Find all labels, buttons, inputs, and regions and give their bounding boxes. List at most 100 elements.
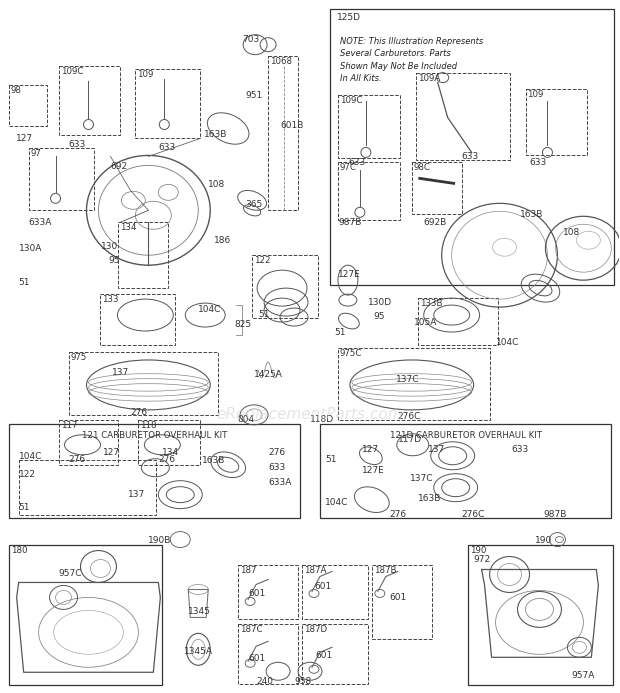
Text: 127: 127 [362,445,379,454]
Bar [9,424,300,518]
Text: 122: 122 [254,256,270,265]
Text: 601: 601 [315,651,332,660]
Text: 109: 109 [138,69,154,78]
Text: 127: 127 [102,448,120,457]
Text: 104C: 104C [198,305,221,314]
Text: 104C: 104C [495,338,519,347]
Text: 51: 51 [19,502,30,511]
Bar [58,420,118,465]
Text: 633: 633 [529,159,547,168]
Text: 187: 187 [240,565,257,574]
Text: 134: 134 [120,223,137,232]
Text: 180: 180 [11,545,27,554]
Bar [118,222,168,288]
Text: 958: 958 [294,677,311,686]
Text: 633: 633 [512,445,529,454]
Text: 118D: 118D [310,415,334,424]
Text: 601: 601 [314,583,331,591]
Text: 276C: 276C [398,412,421,421]
Bar [338,348,490,420]
Text: 825: 825 [234,320,251,329]
Bar [412,162,462,214]
Text: 633: 633 [69,141,86,150]
Text: 137C: 137C [410,474,433,483]
Text: 51: 51 [325,455,337,464]
Text: 130: 130 [100,243,118,252]
Text: 365: 365 [245,200,262,209]
Bar [252,255,318,318]
Bar [100,294,175,345]
Text: 98: 98 [11,86,22,94]
Text: 975C: 975C [340,349,362,358]
Text: 118: 118 [140,421,157,430]
Text: 972: 972 [474,554,491,563]
Text: 987B: 987B [544,509,567,518]
Text: 987B: 987B [338,218,361,227]
Text: 692: 692 [110,162,128,171]
Text: 804: 804 [237,415,254,424]
Text: 190B: 190B [148,536,172,545]
Text: 104C: 104C [19,452,42,461]
Bar [467,545,613,685]
Text: 276: 276 [130,408,148,417]
Bar [19,459,156,515]
Text: 133: 133 [102,295,119,304]
Bar [302,565,368,620]
Bar [9,85,46,127]
Text: 105A: 105A [414,318,437,327]
Text: 122: 122 [19,470,36,479]
Text: 95: 95 [108,256,120,265]
Text: 104C: 104C [325,498,348,507]
Text: 108: 108 [208,180,226,189]
Bar [416,73,510,160]
Text: 130D: 130D [368,298,392,307]
Text: 137: 137 [128,490,146,499]
Text: 121D CARBURETOR OVERHAUL KIT: 121D CARBURETOR OVERHAUL KIT [389,431,542,440]
Text: 117D: 117D [398,435,422,444]
Text: 109C: 109C [340,96,362,105]
Bar [58,66,120,135]
Text: 276: 276 [268,448,285,457]
Text: 133B: 133B [420,299,442,308]
Text: 187D: 187D [304,625,327,634]
Text: 1345: 1345 [188,607,211,616]
Bar [338,94,400,159]
Text: 130A: 130A [19,244,42,253]
Text: 633: 633 [348,159,365,168]
Text: 137C: 137C [396,375,419,384]
Text: 1345A: 1345A [184,647,213,656]
Text: 633: 633 [158,143,175,152]
Bar [238,624,298,684]
Text: 276: 276 [390,509,407,518]
Text: 137: 137 [428,445,445,454]
Text: 703: 703 [242,35,259,44]
Text: 633: 633 [268,463,285,472]
Text: 276: 276 [69,455,86,464]
Text: 975: 975 [71,353,87,362]
Text: 187C: 187C [240,625,263,634]
Text: 601: 601 [248,590,265,599]
Text: 951: 951 [245,91,262,100]
Text: 276: 276 [158,455,175,464]
Bar [320,424,611,518]
Text: eReplacementParts.com: eReplacementParts.com [216,407,404,422]
Text: 121 CARBURETOR OVERHAUL KIT: 121 CARBURETOR OVERHAUL KIT [82,431,227,440]
Text: 187B: 187B [374,565,396,574]
Text: 163B: 163B [202,456,226,465]
Text: 633A: 633A [268,477,291,486]
Text: 1068: 1068 [270,57,292,66]
Bar [526,89,587,155]
Text: 601: 601 [248,654,265,663]
Text: 51: 51 [334,328,345,337]
Text: 187A: 187A [304,565,326,574]
Text: 95: 95 [374,312,386,321]
Text: 276C: 276C [462,509,485,518]
Bar [29,148,94,210]
Bar [238,565,298,620]
Text: 97C: 97C [340,164,356,173]
Text: 240: 240 [256,677,273,686]
Text: 98C: 98C [414,164,431,173]
Text: 190: 190 [534,536,552,545]
Text: 109C: 109C [61,67,83,76]
Text: 108: 108 [564,228,581,237]
